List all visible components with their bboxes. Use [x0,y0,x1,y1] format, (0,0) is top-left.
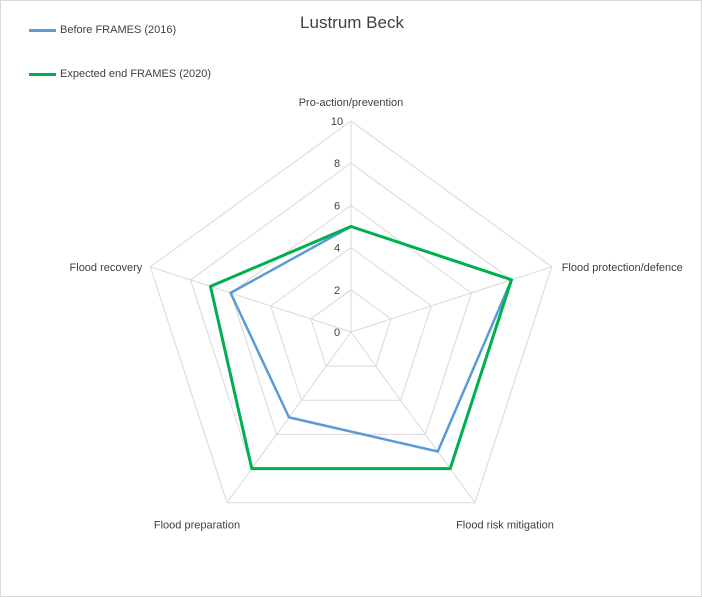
radar-grid [149,120,553,504]
grid-spoke [350,266,552,333]
tick-label: 0 [334,327,340,339]
legend-item-expected: Expected end FRAMES (2020) [29,63,211,85]
legend-swatch-before [29,28,56,32]
series-layer [209,225,513,471]
series-line-expected [209,225,513,471]
category-label: Flood recovery [70,262,143,274]
legend: Before FRAMES (2016) Expected end FRAMES… [29,19,211,85]
tick-label: 10 [331,116,343,128]
tick-label: 4 [334,243,340,255]
grid-ring-10 [149,120,553,504]
tick-label: 8 [334,158,340,170]
category-label: Flood risk mitigation [456,520,554,532]
legend-label-expected: Expected end FRAMES (2020) [60,68,212,80]
tick-label: 6 [334,200,340,212]
legend-swatch-expected [29,72,56,76]
category-label: Flood protection/defence [562,262,683,274]
legend-label-before: Before FRAMES (2016) [60,24,177,36]
tick-label: 2 [334,285,340,297]
grid-spoke [350,331,476,503]
grid-spoke [150,266,352,333]
grid-ring-2 [310,289,392,367]
radial-tick-labels: 0 2 4 6 8 10 [331,116,343,339]
category-label: Flood preparation [154,520,240,532]
legend-item-before: Before FRAMES (2016) [29,19,211,41]
grid-ring-4 [270,246,432,401]
chart-title: Lustrum Beck [300,13,404,32]
grid-ring-6 [230,204,472,435]
category-label: Pro-action/prevention [299,97,404,109]
category-labels: Pro-action/prevention Flood protection/de… [70,97,683,532]
